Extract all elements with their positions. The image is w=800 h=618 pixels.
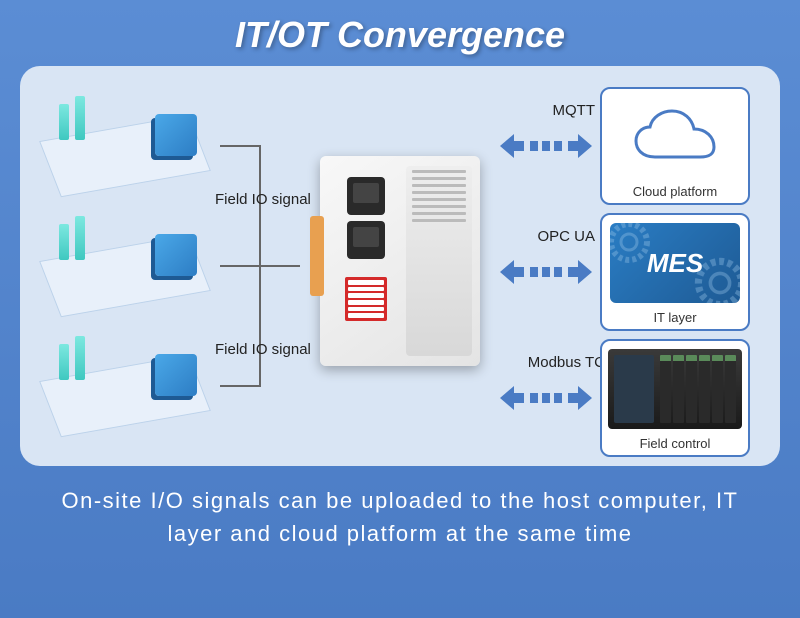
mes-card: MES IT layer — [600, 213, 750, 331]
dest-row-mes: MES IT layer — [500, 212, 760, 332]
factory-cell — [45, 216, 215, 328]
dest-label: IT layer — [653, 310, 696, 325]
page-title: IT/OT Convergence — [0, 0, 800, 66]
factory-column — [45, 96, 215, 456]
ethernet-port-icon — [347, 177, 385, 215]
mes-label: MES — [647, 248, 703, 279]
factory-cell — [45, 96, 215, 208]
factory-cell — [45, 336, 215, 448]
signal-bracket — [220, 116, 300, 416]
plc-icon — [608, 349, 742, 429]
bidirectional-arrow-icon — [500, 258, 592, 286]
cloud-icon — [630, 109, 720, 169]
dest-row-plc: Field control — [500, 338, 760, 458]
bidirectional-arrow-icon — [500, 384, 592, 412]
gateway-device — [320, 156, 500, 376]
destinations-column: Cloud platform MES IT layer — [500, 86, 760, 464]
dest-row-cloud: Cloud platform — [500, 86, 760, 206]
field-io-label: Field IO signal — [215, 341, 311, 358]
footer-text: On-site I/O signals can be uploaded to t… — [0, 466, 800, 550]
dest-label: Field control — [640, 436, 711, 451]
field-io-label: Field IO signal — [215, 191, 311, 208]
plc-card: Field control — [600, 339, 750, 457]
ethernet-port-icon — [347, 221, 385, 259]
bidirectional-arrow-icon — [500, 132, 592, 160]
diagram-panel: Field IO signal Field IO signal MQTT OPC… — [20, 66, 780, 466]
dest-label: Cloud platform — [633, 184, 718, 199]
dip-switch-icon — [345, 277, 387, 321]
cloud-platform-card: Cloud platform — [600, 87, 750, 205]
